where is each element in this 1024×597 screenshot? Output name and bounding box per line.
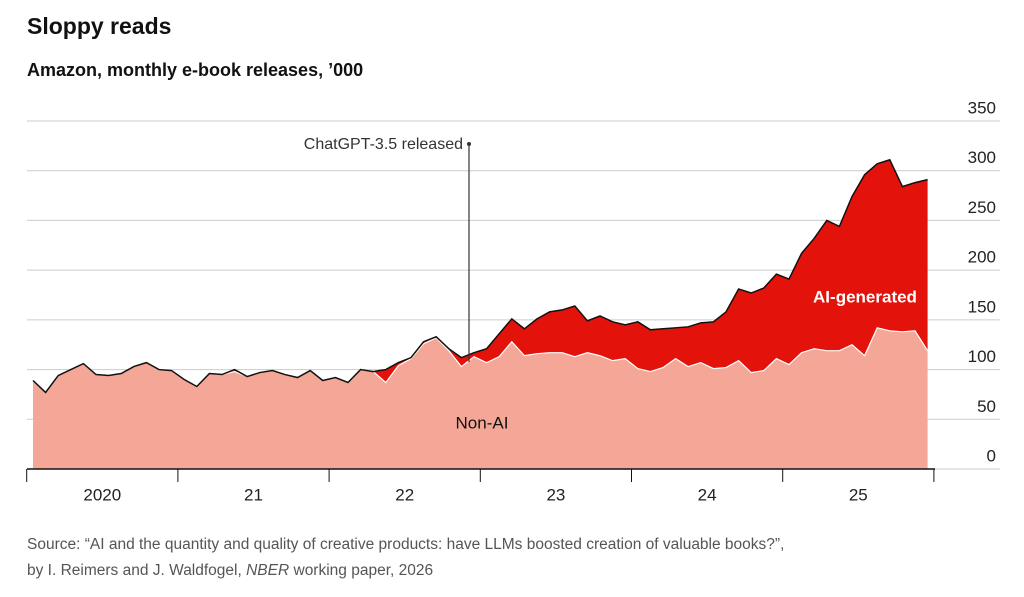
- source-text: working paper, 2026: [289, 562, 433, 579]
- x-tick-label: 2020: [83, 485, 121, 504]
- x-tick-label: 21: [244, 485, 263, 504]
- source-text: Source: “AI and the quantity and quality…: [27, 536, 784, 553]
- source-text: by I. Reimers and J. Waldfogel,: [27, 562, 246, 579]
- annotation: ChatGPT-3.5 released: [304, 136, 463, 153]
- area: [33, 327, 928, 469]
- series-label: AI-generated: [813, 287, 917, 306]
- y-tick-label: 100: [968, 347, 996, 366]
- series-label: Non-AI: [456, 413, 509, 432]
- y-tick-label: 0: [987, 446, 996, 465]
- area: [33, 159, 928, 393]
- annotation-dot: [467, 142, 471, 146]
- source-line: by I. Reimers and J. Waldfogel, NBER wor…: [27, 562, 433, 579]
- chart-subtitle: Amazon, monthly e-book releases, ’000: [27, 60, 363, 80]
- chart-title: Sloppy reads: [27, 13, 171, 39]
- y-tick-label: 300: [968, 148, 996, 167]
- x-tick-label: 23: [546, 485, 565, 504]
- y-tick-label: 250: [968, 198, 996, 217]
- y-tick-label: 150: [968, 297, 996, 316]
- y-tick-label: 350: [968, 98, 996, 117]
- source-text: NBER: [246, 562, 289, 579]
- x-tick-label: 24: [698, 485, 717, 504]
- x-tick-label: 25: [849, 485, 868, 504]
- y-tick-label: 200: [968, 248, 996, 267]
- y-tick-label: 50: [977, 397, 996, 416]
- x-tick-label: 22: [395, 485, 414, 504]
- total-line: [32, 158, 928, 394]
- source-line: Source: “AI and the quantity and quality…: [27, 536, 784, 553]
